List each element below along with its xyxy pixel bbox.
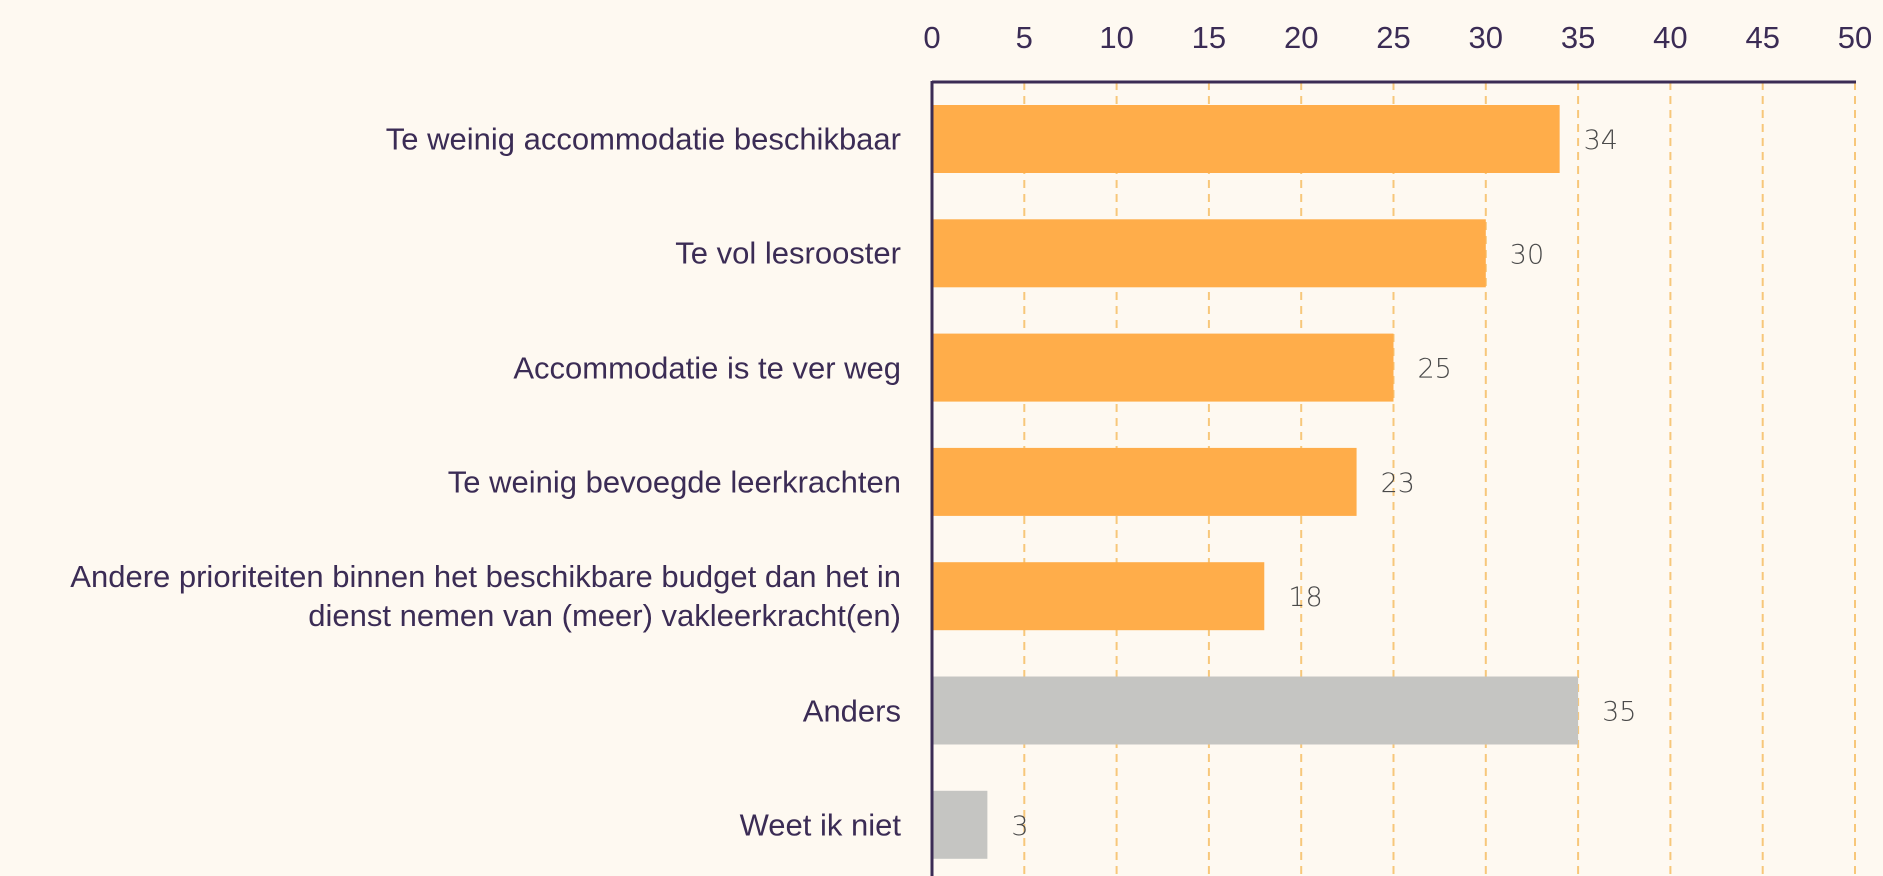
category-label: Accommodatie is te ver weg: [513, 350, 901, 386]
x-tick-label: 0: [923, 20, 940, 55]
category-label: Andere prioriteiten binnen het beschikba…: [70, 559, 901, 634]
x-tick-label: 25: [1376, 20, 1410, 55]
data-label: 23: [1381, 468, 1415, 499]
x-tick-label: 5: [1016, 20, 1033, 55]
x-tick-label: 40: [1653, 20, 1687, 55]
category-label: Te weinig accommodatie beschikbaar: [385, 121, 901, 157]
category-label: Anders: [802, 693, 901, 728]
bar: [932, 333, 1394, 402]
data-label: 18: [1288, 582, 1322, 613]
category-label: Te vol lesrooster: [675, 235, 901, 271]
category-label: Weet ik niet: [739, 807, 901, 843]
x-tick-label: 30: [1469, 20, 1503, 55]
data-label: 30: [1510, 239, 1544, 270]
data-label: 35: [1602, 697, 1636, 728]
x-tick-label: 15: [1192, 20, 1226, 55]
x-tick-label: 20: [1284, 20, 1318, 55]
category-label: Te weinig bevoegde leerkrachten: [447, 464, 901, 500]
data-label: 3: [1011, 811, 1028, 842]
x-tick-label: 50: [1838, 20, 1872, 55]
x-tick-label: 45: [1745, 20, 1779, 55]
data-label: 25: [1418, 354, 1452, 385]
bar: [932, 105, 1560, 173]
x-tick-label: 10: [1099, 20, 1133, 55]
bar: [932, 219, 1486, 288]
bar: [932, 447, 1357, 516]
bar: [932, 790, 988, 859]
bar: [932, 562, 1265, 631]
x-tick-label: 35: [1561, 20, 1595, 55]
data-label: 34: [1584, 125, 1618, 156]
bar: [932, 676, 1579, 745]
